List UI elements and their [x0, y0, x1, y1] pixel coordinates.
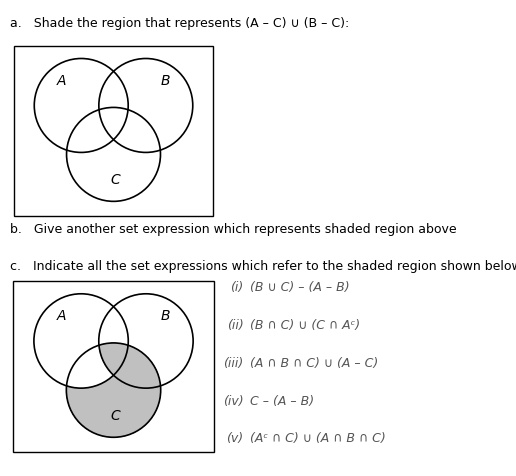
Text: C: C	[110, 173, 120, 187]
FancyBboxPatch shape	[14, 46, 213, 216]
Text: (Aᶜ ∩ C) ∪ (A ∩ B ∩ C): (Aᶜ ∩ C) ∪ (A ∩ B ∩ C)	[250, 433, 385, 446]
Text: C: C	[110, 409, 120, 423]
Text: A: A	[57, 309, 66, 323]
FancyBboxPatch shape	[13, 281, 214, 452]
Text: B: B	[160, 74, 170, 88]
Text: (B ∪ C) – (A – B): (B ∪ C) – (A – B)	[250, 280, 349, 294]
Text: C – (A – B): C – (A – B)	[250, 395, 314, 407]
Text: a.   Shade the region that represents (A – C) ∪ (B – C):: a. Shade the region that represents (A –…	[10, 17, 349, 30]
Text: (iv): (iv)	[223, 395, 244, 407]
Text: (ii): (ii)	[227, 318, 244, 332]
Text: (i): (i)	[230, 280, 244, 294]
Text: (A ∩ B ∩ C) ∪ (A – C): (A ∩ B ∩ C) ∪ (A – C)	[250, 357, 378, 369]
Text: B: B	[161, 309, 170, 323]
Text: (iii): (iii)	[223, 357, 244, 369]
Text: b.   Give another set expression which represents shaded region above: b. Give another set expression which rep…	[10, 223, 457, 236]
Text: A: A	[57, 74, 67, 88]
Text: c.   Indicate all the set expressions which refer to the shaded region shown bel: c. Indicate all the set expressions whic…	[10, 260, 516, 273]
Text: (v): (v)	[227, 433, 244, 446]
Text: (B ∩ C) ∪ (C ∩ Aᶜ): (B ∩ C) ∪ (C ∩ Aᶜ)	[250, 318, 360, 332]
